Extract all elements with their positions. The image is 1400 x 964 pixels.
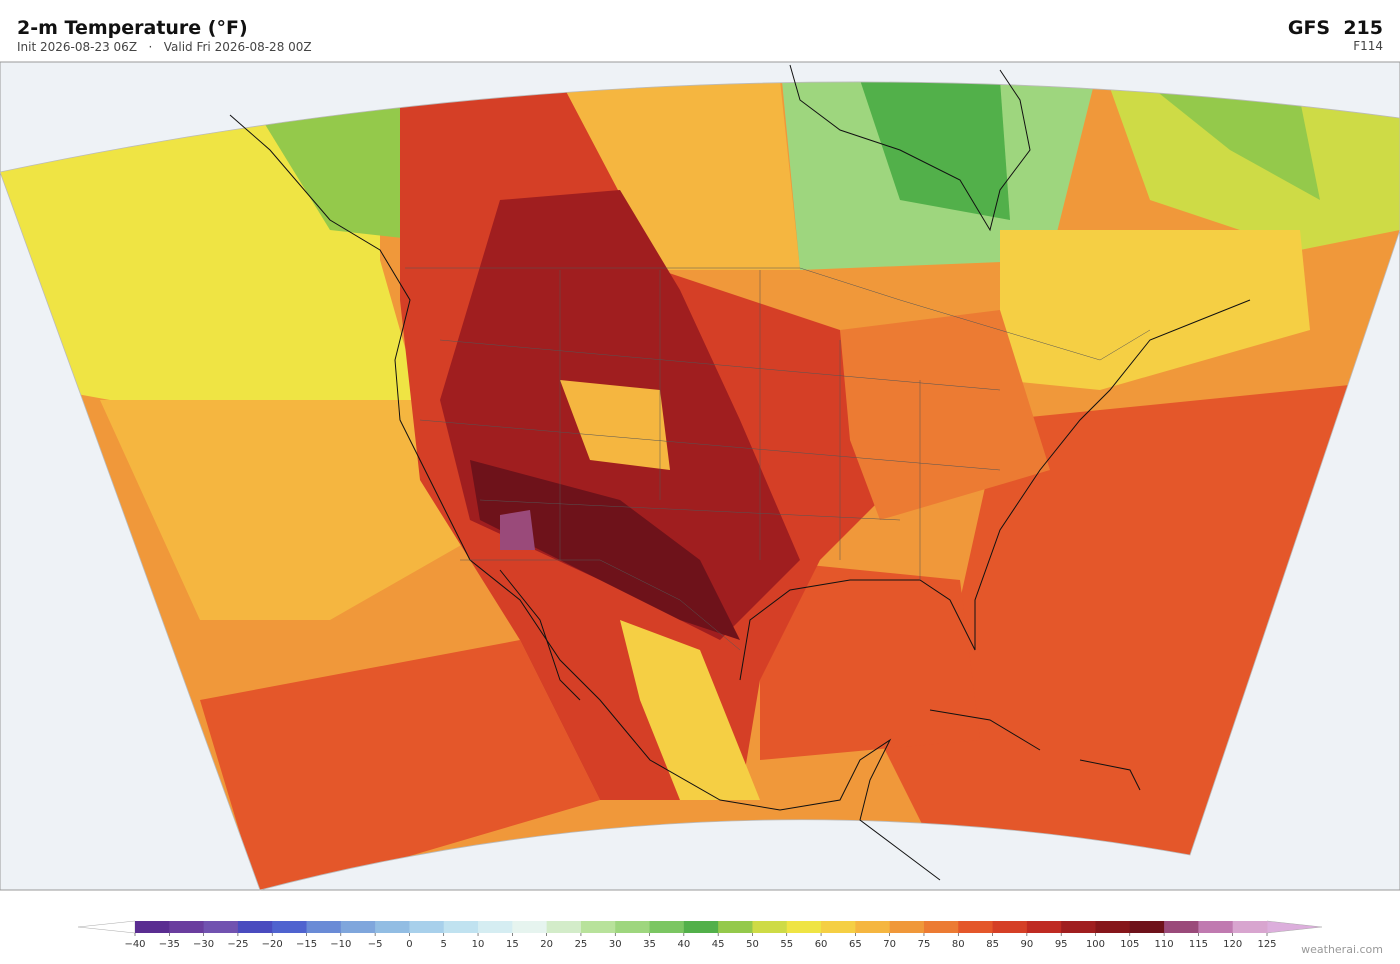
title: 2-m Temperature (°F)	[17, 17, 248, 39]
colorbar-tick-label: 20	[540, 939, 553, 950]
colorbar-tick-label: 30	[609, 939, 622, 950]
colorbar-swatch	[409, 921, 445, 933]
colorbar-swatch	[580, 921, 616, 933]
colorbar-swatch	[1061, 921, 1096, 933]
colorbar-tick-label: 110	[1155, 939, 1174, 950]
colorbar-swatch	[169, 921, 205, 933]
colorbar-swatch	[1129, 921, 1165, 933]
colorbar-tick-label: −35	[159, 939, 180, 950]
colorbar-swatch	[649, 921, 685, 933]
colorbar-swatch	[1095, 921, 1131, 933]
colorbar-tick-label: 55	[780, 939, 793, 950]
colorbar-swatch	[821, 921, 856, 933]
colorbar-tick-label: −15	[296, 939, 317, 950]
colorbar-swatch	[786, 921, 822, 933]
colorbar-tick-label: 120	[1223, 939, 1242, 950]
colorbar-swatch	[683, 921, 719, 933]
colorbar-swatch	[375, 921, 410, 933]
colorbar-swatch	[443, 921, 479, 933]
colorbar-swatch	[1164, 921, 1199, 933]
colorbar-swatch	[512, 921, 548, 933]
colorbar-tick-label: 15	[506, 939, 519, 950]
colorbar-tick-label: 0	[406, 939, 412, 950]
colorbar-tick-label: 80	[952, 939, 965, 950]
colorbar-swatch	[958, 921, 994, 933]
colorbar-swatch	[237, 921, 273, 933]
colorbar-swatch	[855, 921, 891, 933]
colorbar-swatch	[340, 921, 376, 933]
colorbar-tick-label: 105	[1120, 939, 1139, 950]
coastlines	[229, 64, 1251, 881]
colorbar-over	[1266, 920, 1323, 934]
colorbar-swatch	[752, 921, 788, 933]
colorbar-swatch	[1232, 921, 1268, 933]
colorbar-swatch	[889, 921, 925, 933]
subtitle: Init 2026-08-23 06Z · Valid Fri 2026-08-…	[17, 40, 312, 54]
colorbar-tick-label: 60	[815, 939, 828, 950]
colorbar-tick-label: −30	[193, 939, 214, 950]
colorbar-swatch	[1026, 921, 1062, 933]
colorbar-tick-label: 40	[677, 939, 690, 950]
colorbar-tick-label: 65	[849, 939, 862, 950]
watermark: weatherai.com	[1301, 943, 1383, 956]
colorbar-tick-label: 95	[1055, 939, 1068, 950]
model-label: GFS 215	[1288, 17, 1383, 39]
colorbar-tick-label: −10	[330, 939, 351, 950]
colorbar: −40 −35 −30 −25 −20 −15 −10 −5 0 5 10 15 20 25 30 35 40 4…	[77, 920, 1323, 950]
colorbar-tick-label: 70	[883, 939, 896, 950]
colorbar-swatch	[615, 921, 651, 933]
colorbar-swatch	[478, 921, 513, 933]
colorbar-tick-label: −20	[262, 939, 283, 950]
colorbar-under	[77, 920, 136, 934]
colorbar-tick-label: 5	[441, 939, 447, 950]
colorbar-tick-label: −25	[227, 939, 248, 950]
colorbar-swatch	[272, 921, 308, 933]
colorbar-tick-label: 125	[1257, 939, 1276, 950]
colorbar-swatch	[992, 921, 1028, 933]
colorbar-tick-label: 35	[643, 939, 656, 950]
colorbar-swatch	[135, 921, 170, 933]
colorbar-tick-label: 90	[1021, 939, 1034, 950]
colorbar-swatch	[203, 921, 239, 933]
colorbar-swatch	[1198, 921, 1234, 933]
colorbar-tick-label: 45	[712, 939, 725, 950]
colorbar-tick-label: −40	[124, 939, 145, 950]
borders	[405, 267, 1151, 651]
colorbar-tick-label: 50	[746, 939, 759, 950]
colorbar-swatch	[718, 921, 753, 933]
colorbar-tick-label: 75	[918, 939, 931, 950]
colorbar-tick-label: 115	[1189, 939, 1208, 950]
colorbar-swatch	[306, 921, 342, 933]
colorbar-swatch	[546, 921, 582, 933]
map	[0, 61, 1400, 891]
colorbar-tick-label: −5	[368, 939, 383, 950]
colorbar-tick-label: 10	[472, 939, 485, 950]
colorbar-swatch	[923, 921, 959, 933]
colorbar-tick-label: 85	[986, 939, 999, 950]
forecast-hour: F114	[1353, 39, 1383, 53]
colorbar-tick-label: 100	[1086, 939, 1105, 950]
colorbar-tick-label: 25	[575, 939, 588, 950]
